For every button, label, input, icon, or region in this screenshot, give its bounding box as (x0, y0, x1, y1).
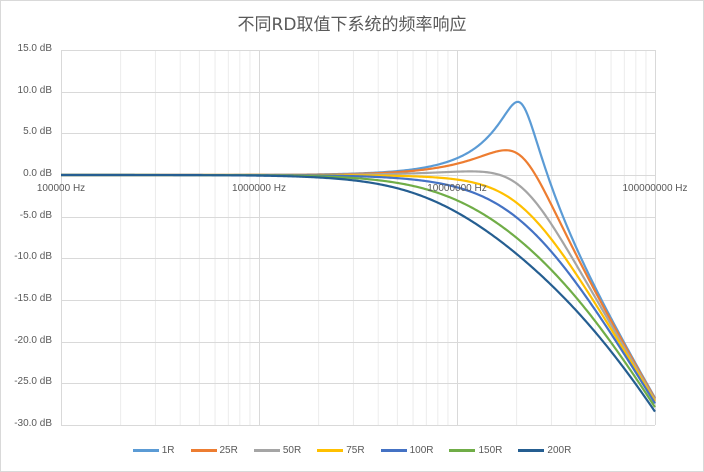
legend-label: 75R (346, 445, 365, 456)
y-tick-label: -25.0 dB (14, 376, 52, 388)
legend-label: 100R (409, 445, 434, 456)
series-line-1r (61, 100, 656, 399)
series-line-150r (61, 173, 656, 408)
legend-label: 150R (478, 445, 503, 456)
y-tick-label: 10.0 dB (17, 84, 52, 96)
legend-swatch (449, 449, 476, 452)
y-tick-label: -15.0 dB (14, 293, 52, 304)
y-tick-label: 0.0 dB (23, 168, 52, 179)
x-tick-label: 100000 Hz (36, 183, 86, 194)
legend: 1R 25R 50R 75R 100R 150R 200R (0, 445, 704, 456)
y-tick-label: 15.0 dB (17, 43, 52, 54)
legend-swatch (518, 449, 545, 452)
legend-label: 25R (219, 445, 238, 456)
y-tick-label: -5.0 dB (19, 209, 52, 221)
legend-item-200r[interactable]: 200R (518, 445, 571, 456)
legend-swatch (190, 449, 217, 452)
legend-item-1r[interactable]: 1R (132, 445, 175, 456)
series-lines (61, 100, 656, 413)
series-line-25r (61, 149, 656, 400)
series-line-75r (61, 173, 656, 403)
legend-item-100r[interactable]: 100R (380, 445, 434, 456)
legend-item-50r[interactable]: 50R (253, 445, 302, 456)
series-line-200r (61, 173, 656, 413)
y-tick-label: -20.0 dB (14, 334, 52, 346)
chart-title: 不同RD取值下系统的频率响应 (237, 15, 467, 35)
legend-item-75r[interactable]: 75R (317, 445, 365, 456)
legend-swatch (317, 449, 344, 452)
x-tick-label: 10000000 Hz (427, 183, 487, 194)
legend-label: 200R (547, 445, 572, 456)
legend-swatch (380, 449, 407, 452)
x-tick-label: 100000000 Hz (622, 183, 688, 194)
legend-swatch (253, 449, 280, 452)
legend-item-25r[interactable]: 25R (190, 445, 238, 456)
major-gridlines (61, 50, 656, 426)
legend-swatch (132, 449, 159, 452)
legend-label: 50R (282, 445, 302, 456)
legend-label: 1R (161, 445, 175, 456)
y-tick-label: 5.0 dB (23, 126, 52, 138)
x-tick-label: 1000000 Hz (232, 183, 286, 194)
series-line-100r (61, 173, 656, 404)
legend-item-150r[interactable]: 150R (449, 445, 502, 456)
y-tick-label: -10.0 dB (14, 251, 52, 263)
y-tick-label: -30.0 dB (14, 418, 52, 429)
